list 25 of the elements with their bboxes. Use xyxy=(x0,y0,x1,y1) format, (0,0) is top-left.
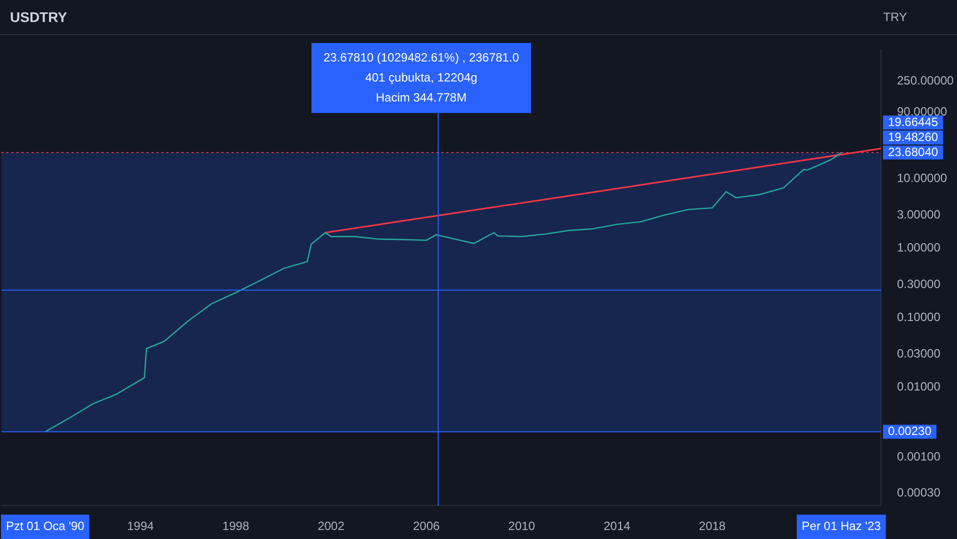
x-tick-label: 2010 xyxy=(508,519,536,534)
x-tick-label: Per 01 Haz '23 xyxy=(802,519,882,534)
ref-line-label: 0.00230 xyxy=(888,424,932,438)
chart-title: USDTRY xyxy=(10,9,68,25)
x-tick-label: 2006 xyxy=(413,519,440,534)
x-tick-label: Pzt 01 Oca '90 xyxy=(6,519,85,534)
y-tick-label: 0.10000 xyxy=(897,310,941,324)
x-tick-label: 2014 xyxy=(604,519,631,534)
y-tick-label: 0.00100 xyxy=(897,449,941,464)
y-tick-label: 0.00030 xyxy=(897,486,941,500)
ref-line-label: 23.68040 xyxy=(888,144,938,159)
y-axis-title: TRY xyxy=(883,10,907,24)
y-tick-label: 0.01000 xyxy=(897,380,941,394)
text: 19.48260 xyxy=(888,130,938,144)
y-tick-label: 1.00000 xyxy=(897,240,941,254)
y-tick-label: 10.00000 xyxy=(897,170,948,185)
x-tick-label: 1994 xyxy=(127,519,154,534)
y-tick-label: 3.00000 xyxy=(897,207,941,222)
x-tick-label: 2018 xyxy=(698,519,726,534)
y-tick-label: 0.03000 xyxy=(897,346,941,360)
y-tick-label: 0.30000 xyxy=(897,276,941,291)
y-tick-label: 250.00000 xyxy=(897,74,954,88)
x-tick-label: 2002 xyxy=(318,519,345,534)
annotation: 23.67810 (1029482.61%) , 236781.0 401 çubukta, 12204g Hacim 344.778M xyxy=(323,50,520,104)
x-tick-label: 1998 xyxy=(222,519,250,534)
